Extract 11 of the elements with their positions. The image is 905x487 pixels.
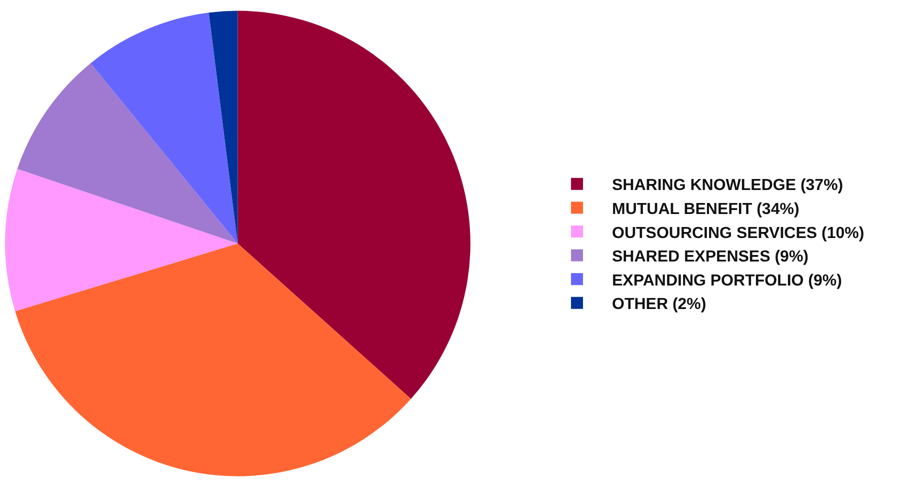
- legend-label: SHARING KNOWLEDGE (37%): [612, 177, 844, 194]
- pie-slice: [17, 63, 238, 244]
- legend-label: SHARED EXPENSES (9%): [612, 248, 808, 266]
- pie-slice: [238, 10, 470, 399]
- pie-slice: [5, 168, 238, 312]
- pie-slice: [15, 244, 411, 476]
- legend-label: OUTSOURCING SERVICES (10%): [612, 224, 864, 242]
- legend-label: MUTUAL BENEFIT (34%): [612, 200, 800, 218]
- pie-slice: [90, 12, 238, 244]
- legend-label: EXPANDING PORTFOLIO (9%): [612, 272, 842, 290]
- legend-label: OTHER (2%): [612, 296, 706, 314]
